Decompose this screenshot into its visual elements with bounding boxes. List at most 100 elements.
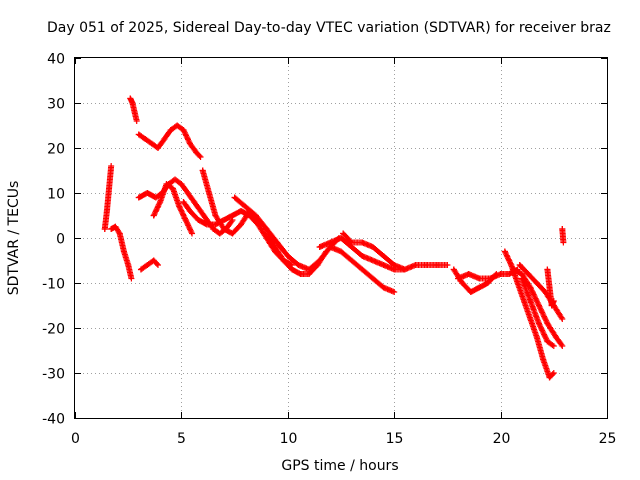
data-point (284, 253, 291, 259)
data-point (316, 257, 323, 264)
chart-title: Day 051 of 2025, Sidereal Day-to-day VTE… (47, 20, 611, 36)
data-point (559, 343, 566, 349)
data-point (544, 338, 551, 345)
y-tick-label: 30 (47, 97, 65, 113)
data-point (103, 208, 110, 214)
series-arc-rise-1 (101, 163, 115, 232)
series-arc-14 (455, 266, 521, 282)
data-point (120, 248, 127, 255)
data-point (148, 140, 155, 147)
data-point (546, 374, 553, 381)
series-arc-10 (316, 235, 451, 273)
data-point (550, 298, 557, 304)
data-point (306, 266, 313, 273)
data-point (521, 298, 528, 304)
data-point (544, 320, 551, 327)
data-point (533, 334, 540, 340)
data-point (154, 262, 161, 268)
series-arc-20 (559, 226, 567, 246)
data-point (550, 370, 557, 376)
data-point (128, 275, 135, 282)
data-point (514, 280, 521, 286)
data-point (297, 271, 304, 277)
data-point (540, 356, 547, 363)
series-arc-6 (150, 181, 196, 237)
data-point (237, 208, 244, 214)
data-point (527, 284, 534, 291)
data-point (476, 284, 483, 291)
data-point (369, 257, 376, 264)
series-arc-15 (501, 248, 557, 381)
data-marks (101, 95, 567, 381)
plot-frame (74, 57, 608, 419)
data-point (189, 230, 196, 237)
series-arc-16 (510, 266, 566, 349)
data-point (197, 208, 204, 214)
y-axis: -40 -30 -20 -10 0 10 20 30 40 (42, 52, 607, 428)
data-point (154, 145, 161, 151)
data-point (108, 226, 115, 232)
x-tick-label: 0 (71, 431, 80, 447)
data-point (327, 244, 334, 250)
data-point (252, 212, 259, 219)
y-tick-label: 40 (47, 52, 65, 68)
data-point (263, 235, 270, 241)
data-point (340, 230, 347, 237)
data-point (548, 302, 555, 309)
data-point (359, 266, 366, 273)
data-point (369, 275, 376, 282)
data-point (525, 271, 532, 277)
data-point (106, 185, 113, 192)
data-point (197, 154, 204, 160)
data-point (497, 271, 504, 277)
data-point (195, 217, 202, 223)
data-point (508, 262, 515, 268)
data-point (152, 194, 159, 201)
series-arc-11 (327, 244, 398, 295)
data-point (186, 140, 193, 147)
data-point (131, 109, 138, 115)
series-arc-5 (135, 176, 236, 237)
data-point (237, 221, 244, 228)
y-tick-label: 20 (47, 142, 65, 158)
data-point (501, 248, 508, 255)
data-point (163, 181, 170, 187)
data-point (144, 262, 151, 268)
data-point (467, 289, 474, 295)
data-point (206, 190, 213, 196)
data-point (559, 226, 566, 232)
data-point-cluster (103, 187, 112, 214)
data-point (263, 226, 270, 232)
data-point (161, 136, 168, 142)
data-point (127, 95, 134, 102)
data-point (369, 244, 376, 250)
data-point (516, 262, 523, 268)
data-point (465, 271, 472, 277)
data-point (533, 280, 540, 286)
data-point (476, 275, 483, 282)
data-point (380, 262, 387, 268)
data-point (191, 199, 198, 205)
data-point (176, 203, 183, 210)
data-point (444, 262, 451, 268)
series-arc-3 (127, 95, 140, 124)
y-tick-label: 0 (56, 232, 65, 248)
data-point (184, 190, 191, 196)
data-point (112, 223, 119, 230)
data-point (167, 127, 174, 133)
data-point (433, 262, 440, 268)
series-arc-18 (518, 275, 557, 349)
data-point (172, 176, 179, 183)
data-point (527, 298, 534, 304)
data-point (423, 262, 430, 268)
data-point (220, 217, 227, 223)
y-axis-label: SDTVAR / TECUs (6, 181, 22, 296)
data-point (289, 266, 296, 273)
data-point (412, 262, 419, 268)
x-axis: 0 5 10 15 20 25 (71, 58, 616, 447)
data-point (242, 203, 249, 210)
data-point (338, 248, 344, 255)
data-point (455, 275, 462, 282)
data-point (212, 221, 219, 228)
data-point (380, 253, 387, 259)
